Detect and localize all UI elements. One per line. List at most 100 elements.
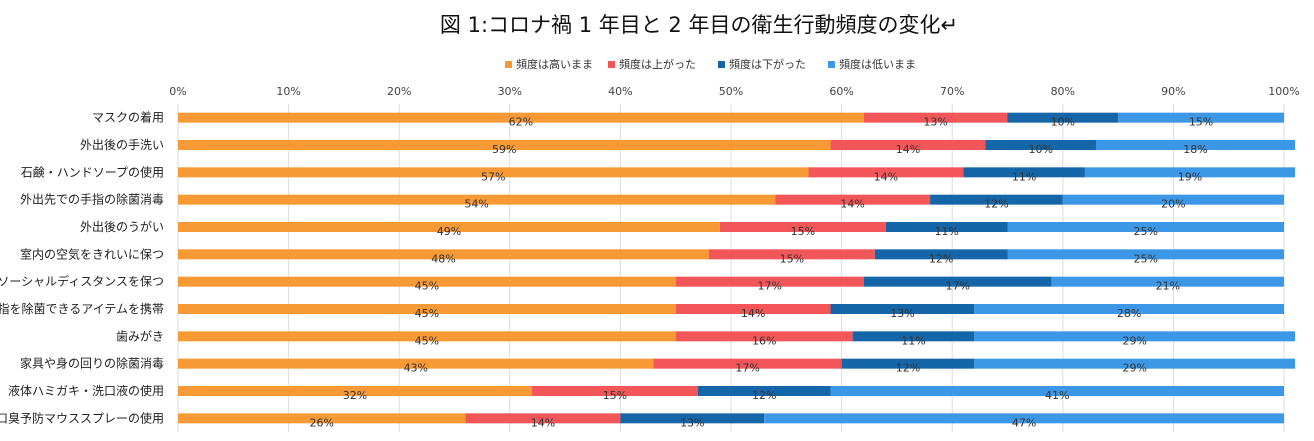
data-label-row11-series1: 32%	[343, 389, 367, 402]
category-label-6: 室内の空気をきれいに保つ	[20, 246, 164, 261]
data-label-row1-series3: 10%	[1051, 116, 1075, 129]
data-label-row2-series4: 18%	[1183, 143, 1207, 156]
x-tick-label-8: 80%	[1051, 85, 1075, 98]
bar-row1-series2	[863, 112, 1008, 123]
x-tick-label-10: 100%	[1268, 85, 1299, 98]
data-label-row12-series2: 14%	[531, 416, 555, 429]
chart-title: 図 1:コロナ禍 1 年目と 2 年目の衛生行動頻度の変化↵	[440, 13, 958, 37]
data-label-row1-series2: 13%	[923, 116, 947, 129]
data-label-row9-series2: 16%	[752, 334, 776, 347]
bar-row8-series3	[830, 304, 975, 314]
bar-row9-series4	[974, 331, 1296, 342]
x-tick-label-6: 60%	[829, 85, 853, 98]
data-label-row9-series4: 29%	[1122, 334, 1146, 347]
data-label-row11-series4: 41%	[1045, 389, 1069, 402]
category-label-1: マスクの着用	[92, 110, 164, 125]
bar-row1-series4	[1118, 112, 1284, 123]
bar-row2-series1	[178, 140, 831, 150]
data-label-row8-series1: 45%	[415, 307, 439, 320]
data-label-row2-series2: 14%	[896, 143, 920, 156]
legend-label-2: 頻度は上がった	[619, 57, 696, 71]
data-label-row6-series3: 12%	[929, 252, 953, 265]
data-label-row12-series4: 47%	[1012, 416, 1036, 429]
x-tick-label-7: 70%	[940, 85, 964, 98]
x-tick-label-9: 90%	[1161, 85, 1185, 98]
data-label-row12-series1: 26%	[310, 416, 334, 429]
data-label-row7-series3: 17%	[946, 280, 970, 293]
bar-row10-series4	[974, 358, 1296, 369]
bar-row2-series2	[830, 140, 986, 150]
data-label-row10-series2: 17%	[735, 362, 759, 375]
legend-swatch-1	[505, 61, 512, 68]
legend-label-3: 頻度は下がった	[729, 57, 806, 71]
legend-swatch-3	[718, 61, 725, 68]
bar-row6-series4	[1007, 249, 1284, 260]
data-label-row9-series1: 45%	[415, 334, 439, 347]
legend-swatch-2	[608, 61, 615, 68]
data-label-row1-series1: 62%	[509, 116, 533, 129]
bar-row3-series2	[808, 167, 964, 178]
bar-row7-series3	[863, 276, 1052, 287]
bar-row6-series2	[708, 249, 875, 260]
x-tick-label-1: 10%	[276, 85, 300, 98]
bar-row3-series1	[178, 167, 809, 178]
bar-row3-series4	[1084, 167, 1296, 178]
x-tick-label-0: 0%	[169, 85, 186, 98]
bar-row5-series2	[719, 222, 886, 232]
data-label-row4-series1: 54%	[464, 198, 488, 211]
data-label-row5-series4: 25%	[1134, 225, 1158, 238]
x-tick-label-4: 40%	[608, 85, 632, 98]
bar-row12-series3	[620, 413, 765, 424]
bar-row12-series1	[178, 413, 466, 424]
data-label-row4-series4: 20%	[1161, 198, 1185, 211]
data-label-row7-series1: 45%	[415, 280, 439, 293]
data-label-row3-series3: 11%	[1012, 170, 1036, 183]
bar-row1-series1	[178, 112, 864, 123]
bar-row3-series3	[963, 167, 1085, 178]
bar-row1-series3	[1007, 112, 1119, 123]
bar-row4-series2	[775, 194, 931, 205]
bar-row8-series1	[178, 304, 676, 314]
bar-row4-series1	[178, 194, 776, 205]
bar-row11-series4	[830, 386, 1284, 396]
bar-row2-series3	[985, 140, 1096, 150]
bar-row6-series1	[178, 249, 709, 260]
bar-row12-series2	[465, 413, 621, 424]
data-label-row1-series4: 15%	[1189, 116, 1213, 129]
bar-row10-series2	[653, 358, 842, 369]
data-label-row10-series1: 43%	[404, 362, 428, 375]
data-label-row8-series2: 14%	[741, 307, 765, 320]
data-label-row6-series2: 15%	[780, 252, 804, 265]
category-label-7: ソーシャルディスタンスを保つ	[0, 274, 164, 289]
category-label-4: 外出先での手指の除菌消毒	[20, 192, 164, 207]
bar-row4-series4	[1062, 194, 1284, 205]
category-label-8: 手指を除菌できるアイテムを携帯	[0, 301, 164, 316]
bar-row5-series3	[885, 222, 1008, 232]
data-label-row4-series2: 14%	[840, 198, 864, 211]
data-label-row2-series3: 10%	[1028, 143, 1052, 156]
category-label-10: 家具や身の回りの除菌消毒	[20, 356, 164, 371]
bar-row9-series1	[178, 331, 676, 342]
data-label-row7-series2: 17%	[757, 280, 781, 293]
bar-row8-series4	[974, 304, 1284, 314]
category-label-2: 外出後の手洗い	[80, 138, 164, 152]
bar-row2-series4	[1095, 140, 1296, 150]
legend-label-4: 頻度は低いまま	[839, 57, 916, 71]
data-label-row5-series2: 15%	[791, 225, 815, 238]
data-label-row9-series3: 11%	[901, 334, 925, 347]
bar-row9-series3	[852, 331, 975, 342]
legend-swatch-4	[828, 61, 835, 68]
bar-row8-series2	[675, 304, 831, 314]
category-label-12: 口臭予防マウススプレーの使用	[0, 410, 164, 425]
bar-row10-series1	[178, 358, 654, 369]
bar-row12-series4	[764, 413, 1284, 424]
data-label-row3-series1: 57%	[481, 170, 505, 183]
bar-row4-series3	[930, 194, 1063, 205]
data-label-row5-series3: 11%	[934, 225, 958, 238]
data-label-row3-series2: 14%	[874, 170, 898, 183]
bar-row11-series3	[697, 386, 831, 396]
data-label-row8-series3: 13%	[890, 307, 914, 320]
category-label-11: 液体ハミガキ・洗口液の使用	[8, 383, 164, 398]
